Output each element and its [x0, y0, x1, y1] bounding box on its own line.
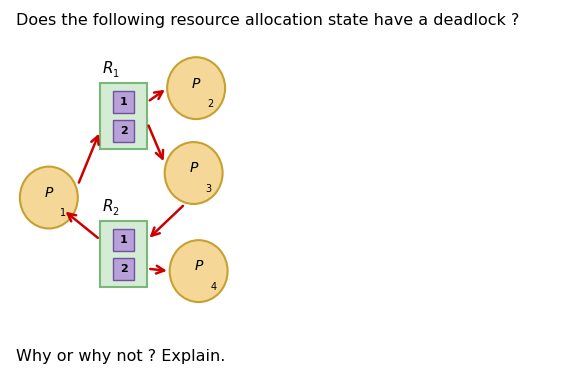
Ellipse shape: [167, 57, 225, 119]
FancyBboxPatch shape: [113, 91, 134, 113]
Text: P: P: [195, 260, 203, 274]
Text: 2: 2: [113, 207, 119, 217]
Text: 3: 3: [205, 184, 211, 194]
Ellipse shape: [170, 240, 228, 302]
FancyBboxPatch shape: [100, 84, 148, 149]
Text: 2: 2: [208, 99, 214, 109]
Text: 1: 1: [120, 234, 127, 245]
Text: 2: 2: [120, 126, 127, 136]
Text: 1: 1: [113, 69, 119, 79]
FancyBboxPatch shape: [113, 229, 134, 250]
FancyBboxPatch shape: [113, 258, 134, 280]
Text: Why or why not ? Explain.: Why or why not ? Explain.: [17, 348, 226, 364]
Text: 4: 4: [210, 282, 216, 292]
Text: Does the following resource allocation state have a deadlock ?: Does the following resource allocation s…: [17, 13, 519, 28]
FancyBboxPatch shape: [113, 120, 134, 142]
Text: P: P: [45, 186, 53, 200]
Text: P: P: [189, 162, 198, 176]
Text: 1: 1: [60, 208, 67, 218]
Ellipse shape: [20, 166, 78, 228]
Text: R: R: [103, 61, 113, 76]
FancyBboxPatch shape: [100, 221, 148, 287]
Text: R: R: [103, 199, 113, 214]
Ellipse shape: [165, 142, 223, 204]
Text: 1: 1: [120, 97, 127, 107]
Text: 2: 2: [120, 264, 127, 274]
Text: P: P: [192, 76, 200, 90]
